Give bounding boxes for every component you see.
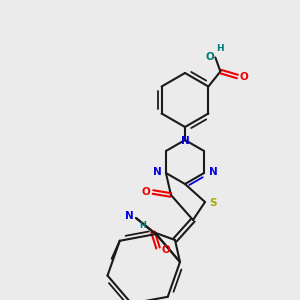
Text: O: O: [162, 245, 170, 255]
Text: N: N: [209, 167, 218, 177]
Text: N: N: [181, 136, 189, 146]
Text: H: H: [217, 44, 224, 53]
Text: O: O: [239, 71, 248, 82]
Text: S: S: [209, 198, 217, 208]
Text: N: N: [124, 211, 134, 221]
Text: O: O: [142, 187, 150, 197]
Text: N: N: [153, 167, 161, 177]
Text: H: H: [140, 220, 146, 230]
Text: O: O: [205, 52, 214, 61]
